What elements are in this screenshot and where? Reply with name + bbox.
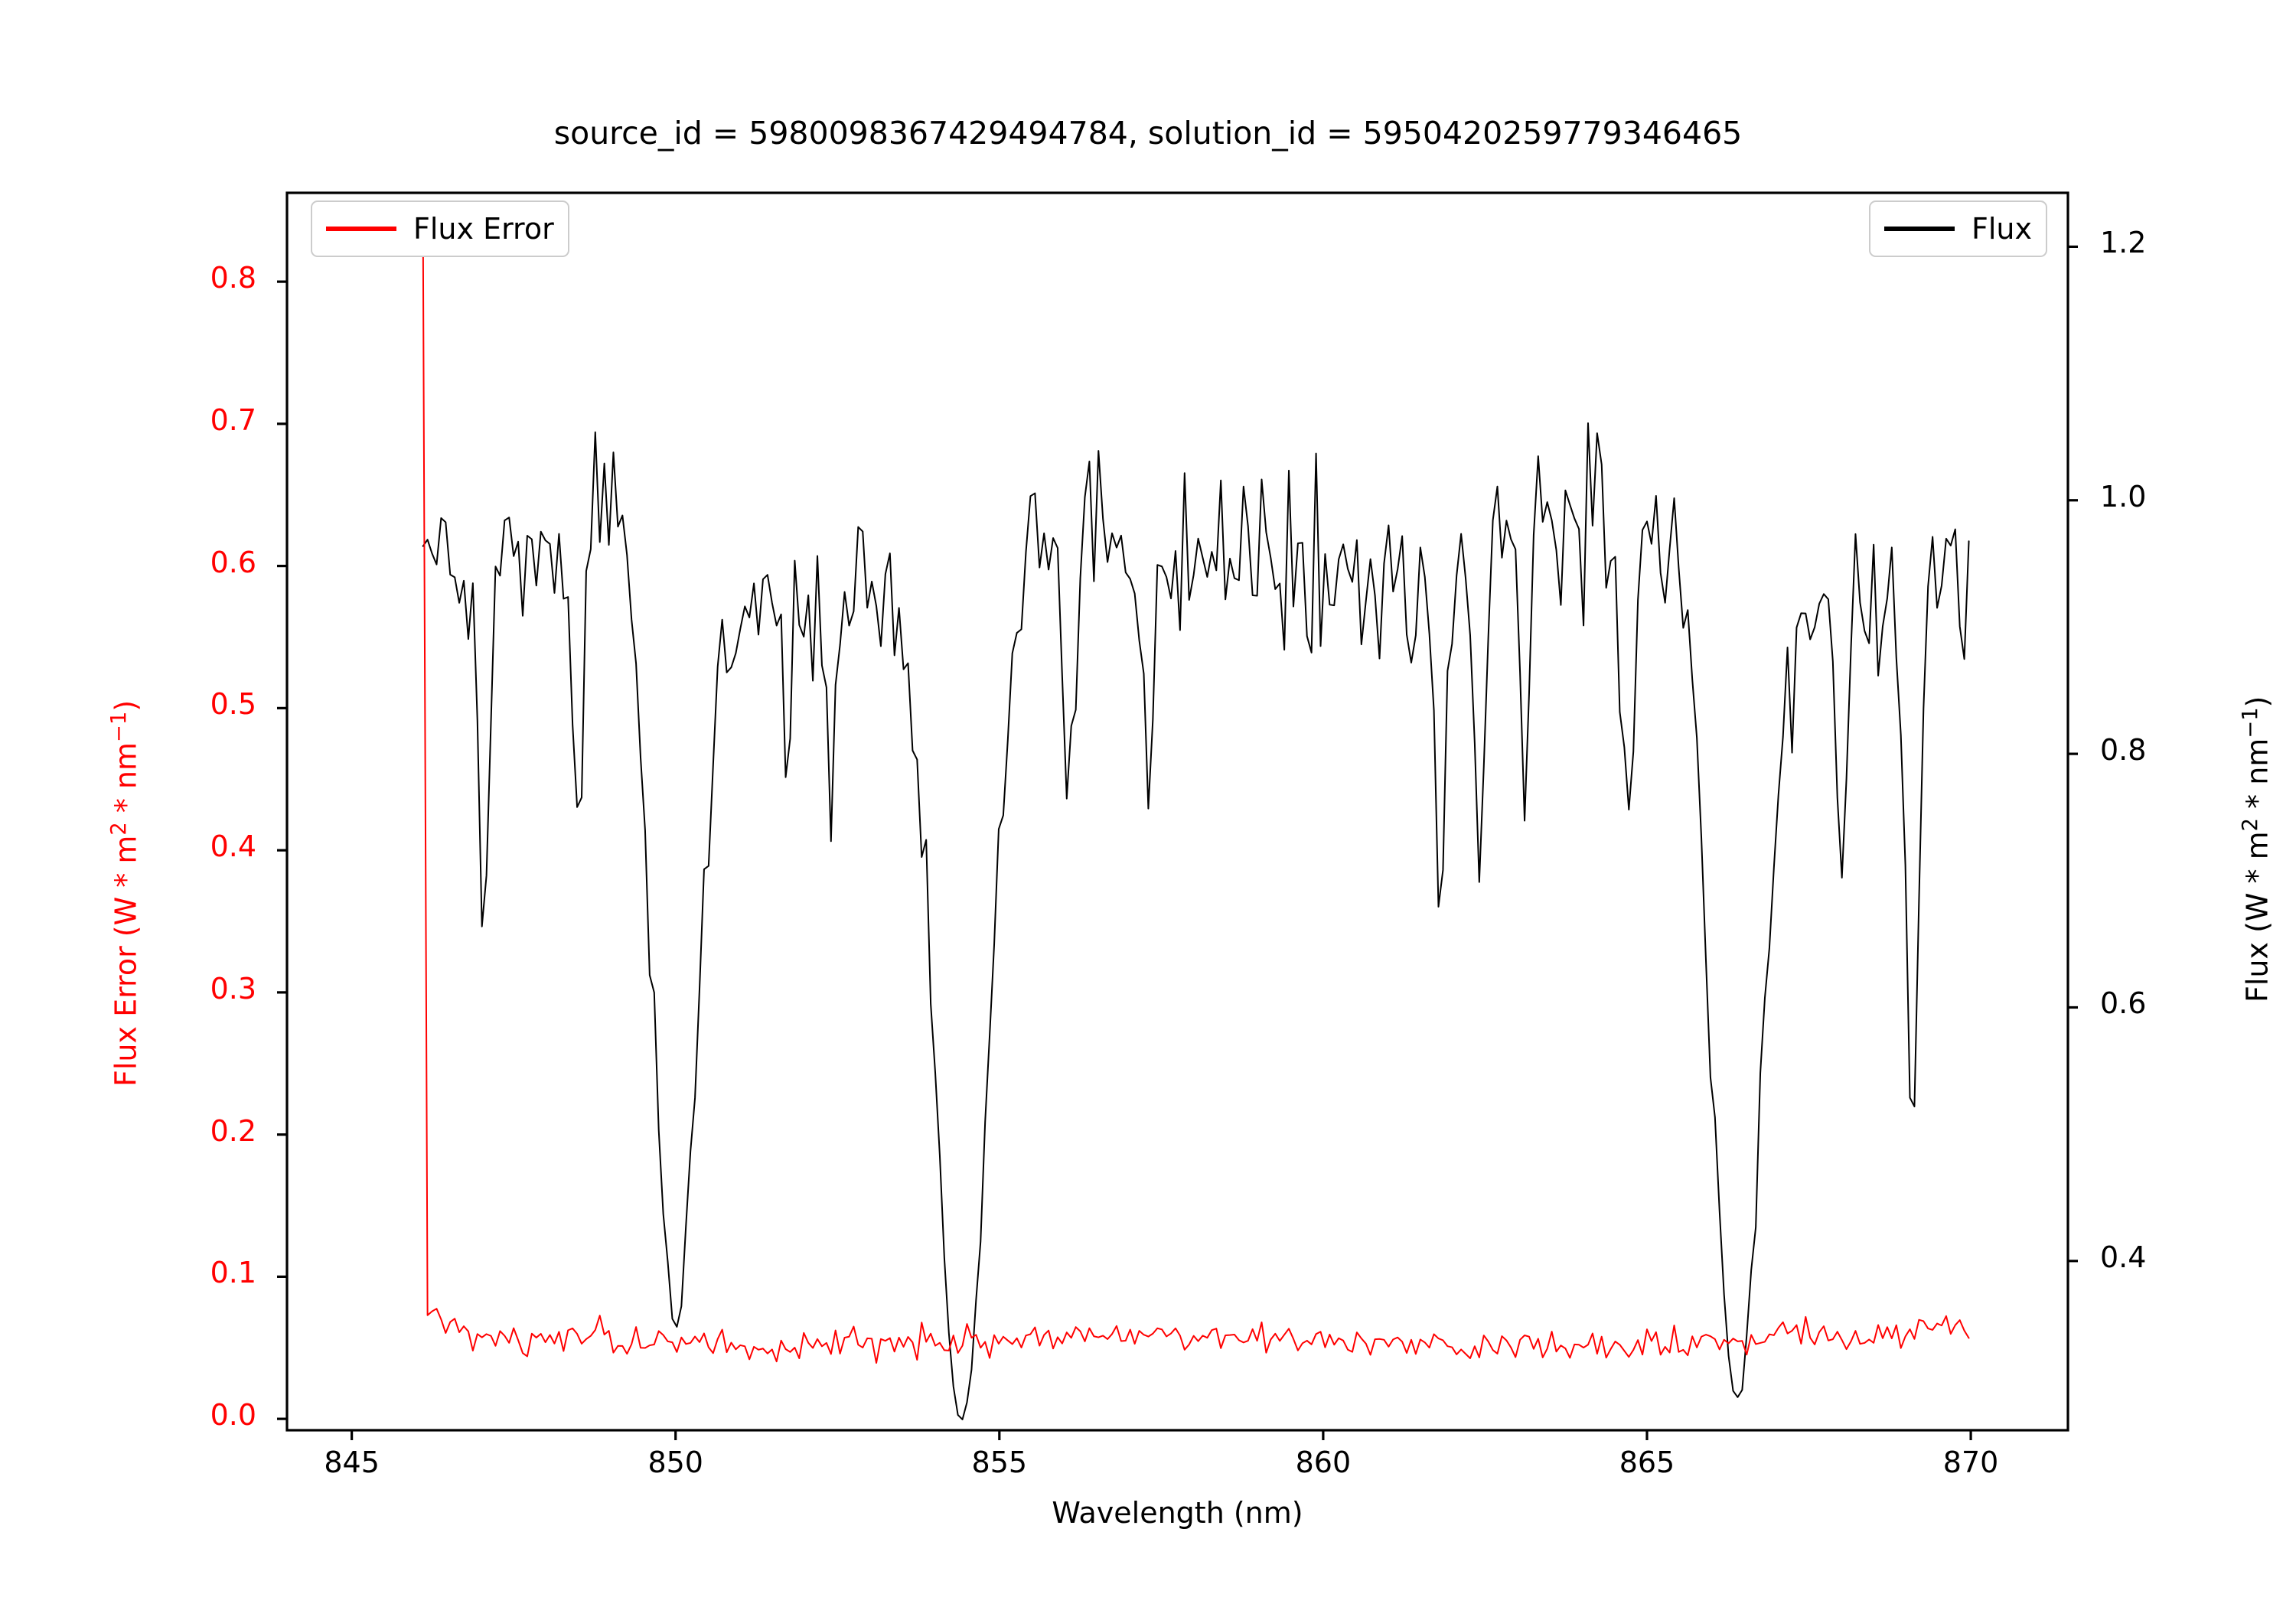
tick-marks	[277, 245, 2078, 1440]
y-tick-label-right: 0.4	[2100, 1240, 2147, 1274]
y-tick-label-left: 0.0	[210, 1398, 256, 1433]
y-tick-label-right: 1.0	[2100, 479, 2147, 513]
y-tick-label-right: 1.2	[2100, 226, 2147, 260]
x-tick-label: 860	[1295, 1446, 1352, 1479]
x-axis-label: Wavelength (nm)	[1052, 1496, 1303, 1530]
y-tick-label-left: 0.7	[210, 403, 256, 437]
y-tick-label-left: 0.5	[210, 687, 256, 722]
y-tick-label-right: 0.8	[2100, 733, 2147, 768]
legend-label-flux-error: Flux Error	[413, 212, 554, 246]
y-tick-label-left: 0.8	[210, 261, 256, 295]
flux-error-series-line	[422, 227, 1970, 1364]
y-axis-label-left: Flux Error (W * m2 * nm−1)	[107, 699, 143, 1087]
legend-flux-error[interactable]: Flux Error	[311, 200, 569, 257]
y-tick-label-left: 0.3	[210, 971, 256, 1006]
legend-line-flux	[1884, 227, 1955, 231]
flux-series-line	[422, 422, 1970, 1420]
x-tick-label: 850	[647, 1446, 703, 1479]
y-tick-label-right: 0.6	[2100, 986, 2147, 1021]
x-tick-label: 865	[1619, 1446, 1675, 1479]
plot-title: source_id = 5980098367429494784, solutio…	[553, 115, 1743, 152]
y-tick-label-left: 0.1	[210, 1256, 256, 1290]
x-tick-label: 855	[971, 1446, 1028, 1479]
legend-flux[interactable]: Flux	[1869, 200, 2047, 257]
x-tick-label: 870	[1942, 1446, 1999, 1479]
legend-line-flux-error	[326, 227, 396, 231]
y-tick-label-left: 0.6	[210, 545, 256, 579]
plot-frame	[285, 191, 2069, 1432]
y-tick-label-left: 0.4	[210, 830, 256, 864]
x-tick-label: 845	[324, 1446, 380, 1479]
y-tick-label-left: 0.2	[210, 1113, 256, 1148]
legend-label-flux: Flux	[1971, 212, 2032, 246]
